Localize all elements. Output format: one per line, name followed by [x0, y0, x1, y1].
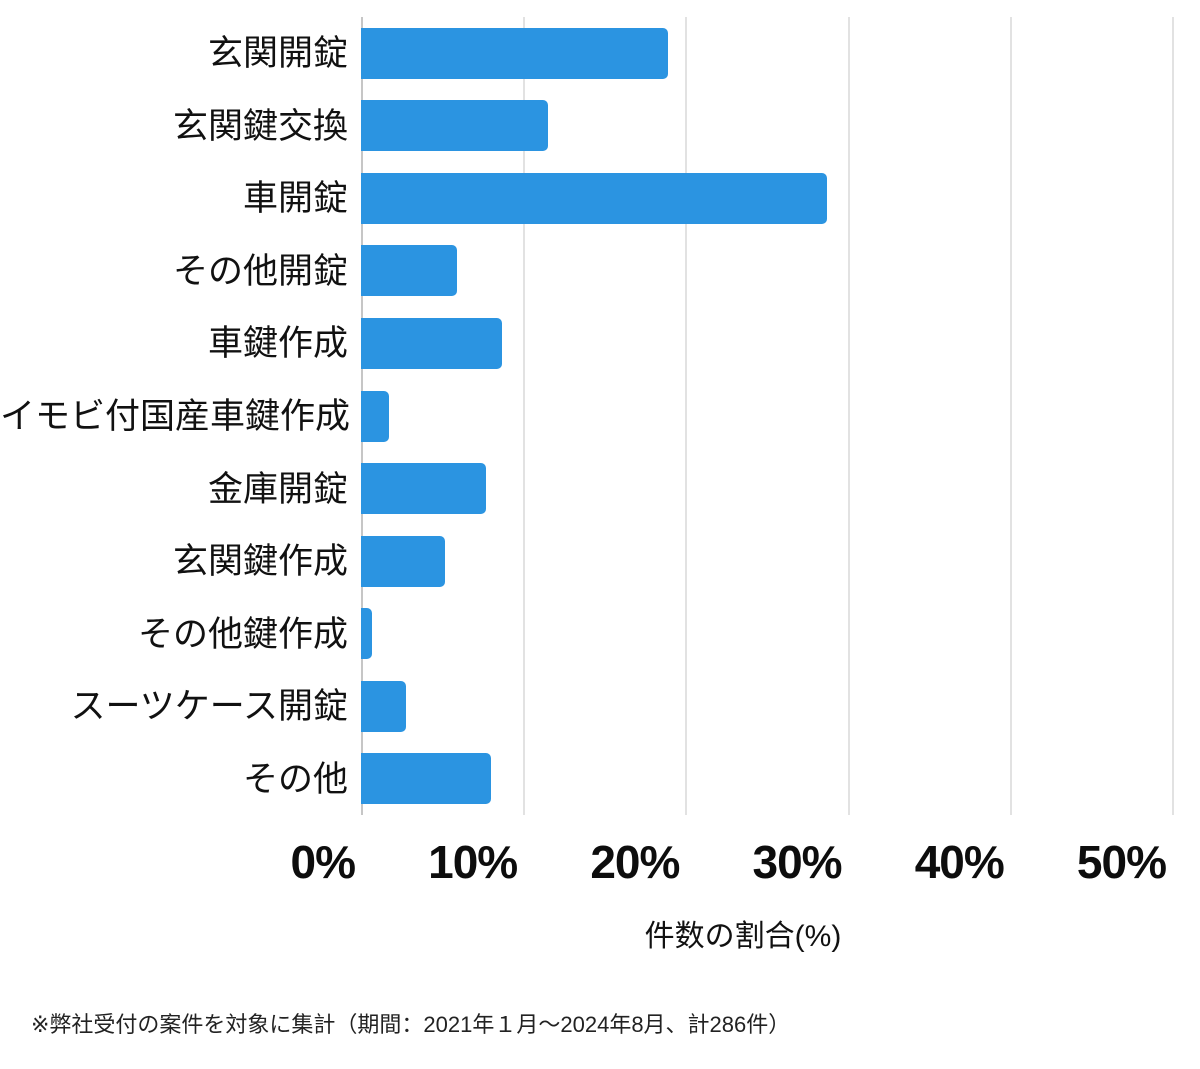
category-label: 車鍵作成 — [207, 324, 348, 364]
x-tick-label: 30% — [752, 836, 843, 888]
category-label: 金庫開錠 — [207, 469, 348, 509]
gridline-10% — [523, 17, 526, 815]
category-label: 玄関鍵交換 — [172, 106, 348, 146]
x-tick-label: 50% — [1076, 836, 1167, 888]
bar — [361, 245, 457, 297]
x-tick-label: 10% — [428, 836, 518, 888]
bar — [361, 100, 548, 152]
bar — [361, 172, 827, 224]
gridline-20% — [685, 17, 688, 815]
category-label: その他 — [242, 759, 348, 799]
bar — [361, 27, 668, 79]
category-label: イモビ付国産車鍵作成 — [0, 397, 351, 436]
bar — [361, 463, 486, 515]
category-label: 車開錠 — [242, 179, 348, 219]
category-label: 玄関開錠 — [207, 34, 348, 74]
gridline-40% — [1009, 17, 1012, 815]
category-label: その他鍵作成 — [137, 614, 348, 654]
bar — [361, 535, 446, 587]
bar — [361, 390, 389, 442]
category-label: その他開錠 — [172, 251, 348, 291]
category-label: 玄関鍵作成 — [172, 542, 348, 582]
gridline-50% — [1172, 17, 1174, 815]
x-tick-label: 20% — [590, 836, 680, 888]
bar — [361, 680, 407, 732]
chart-footnote: ※弊社受付の案件を対象に集計（期間：2021年１月～2024年8月、計286件） — [31, 1012, 791, 1037]
gridline-30% — [847, 17, 850, 815]
x-tick-label: 40% — [914, 836, 1005, 888]
bar — [361, 608, 373, 660]
category-label: スーツケース開錠 — [70, 687, 348, 727]
x-tick-label: 0% — [290, 836, 356, 888]
bar — [361, 753, 491, 805]
bar — [361, 317, 503, 369]
x-axis-title: 件数の割合(%) — [644, 920, 842, 953]
